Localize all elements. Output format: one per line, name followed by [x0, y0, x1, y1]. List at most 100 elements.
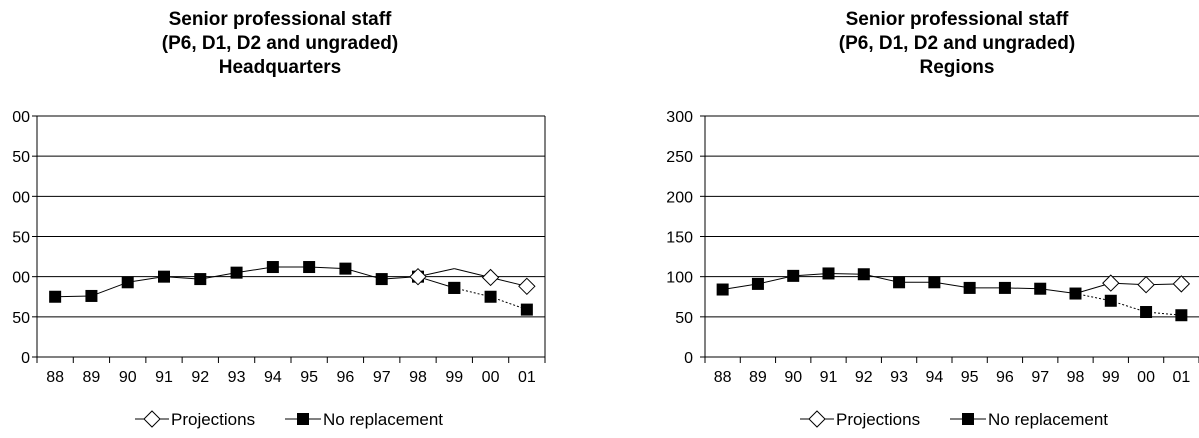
projections-point — [1137, 275, 1155, 294]
legend-no-replacement-label: No replacement — [323, 410, 443, 429]
x-tick-label: 94 — [264, 369, 282, 386]
y-tick-label: 150 — [666, 230, 693, 247]
legend-square-icon — [962, 413, 974, 425]
no-replacement-point — [339, 262, 352, 275]
no-replacement-point — [1069, 287, 1082, 300]
no-replacement-point — [822, 267, 835, 280]
x-tick-label: 00 — [1137, 369, 1155, 386]
x-tick-label: 93 — [228, 369, 246, 386]
projections-point — [481, 268, 500, 287]
x-tick-label: 99 — [445, 369, 463, 386]
no-replacement-point — [375, 273, 388, 286]
x-tick-label: 92 — [855, 369, 873, 386]
y-tick-label: 00 — [12, 270, 30, 287]
x-tick-label: 88 — [714, 369, 732, 386]
x-tick-label: 95 — [961, 369, 979, 386]
x-tick-label: 89 — [749, 369, 767, 386]
y-tick-label: 50 — [12, 149, 30, 166]
no-replacement-line-segment — [163, 276, 201, 280]
chart-title-line: Senior professional staff — [169, 9, 392, 30]
no-replacement-line-segment — [127, 276, 165, 283]
x-tick-label: 91 — [820, 369, 838, 386]
projections-point — [409, 267, 427, 286]
legend-no-replacement-label: No replacement — [988, 410, 1108, 429]
chart-title-line: Headquarters — [219, 57, 342, 78]
chart-1: Senior professional staff (P6, D1, D2 and… — [666, 9, 1199, 429]
no-replacement-line-segment — [55, 295, 92, 298]
legend-diamond-icon — [808, 410, 826, 428]
no-replacement-point — [49, 290, 62, 303]
no-replacement-point — [448, 281, 461, 294]
x-tick-label: 00 — [482, 369, 500, 386]
no-replacement-point — [1034, 282, 1047, 295]
projections-point — [518, 277, 536, 296]
x-tick-label: 91 — [155, 369, 173, 386]
no-replacement-line-segment — [236, 266, 273, 274]
no-replacement-point — [716, 283, 729, 296]
y-tick-label: 300 — [666, 109, 693, 126]
x-tick-label: 93 — [890, 369, 908, 386]
no-replacement-line-segment — [309, 266, 346, 270]
x-tick-label: 96 — [996, 369, 1014, 386]
no-replacement-line-segment — [345, 268, 382, 280]
no-replacement-point — [230, 266, 243, 279]
x-tick-label: 99 — [1102, 369, 1120, 386]
no-replacement-point — [963, 281, 976, 294]
chart-title-line: Regions — [920, 57, 995, 78]
x-tick-label: 97 — [1031, 369, 1049, 386]
no-replacement-point — [484, 290, 497, 303]
x-tick-label: 92 — [191, 369, 209, 386]
y-tick-label: 200 — [666, 189, 693, 206]
x-tick-label: 90 — [119, 369, 137, 386]
y-tick-label: 250 — [666, 149, 693, 166]
no-replacement-point — [1140, 306, 1153, 319]
x-tick-label: 97 — [373, 369, 391, 386]
x-tick-label: 94 — [925, 369, 943, 386]
y-tick-label: 50 — [675, 310, 693, 327]
no-replacement-line-segment — [91, 281, 128, 297]
x-tick-label: 98 — [409, 369, 427, 386]
chart-0: Senior professional staff (P6, D1, D2 and… — [12, 9, 546, 429]
y-tick-label: 00 — [12, 109, 30, 126]
chart-title-line: (P6, D1, D2 and ungraded) — [839, 33, 1075, 54]
x-tick-label: 01 — [518, 369, 536, 386]
no-replacement-point — [194, 273, 207, 286]
no-replacement-point — [893, 276, 906, 289]
x-tick-label: 96 — [337, 369, 355, 386]
projections-point — [1172, 275, 1191, 293]
x-tick-label: 89 — [83, 369, 101, 386]
no-replacement-point — [158, 270, 170, 283]
no-replacement-point — [751, 277, 764, 290]
no-replacement-point — [266, 261, 279, 274]
x-tick-label: 88 — [46, 369, 64, 386]
y-tick-label: 100 — [666, 270, 693, 287]
no-replacement-point — [121, 276, 134, 289]
legend-projections-label: Projections — [836, 410, 920, 429]
x-tick-label: 90 — [784, 369, 802, 386]
chart-title-line: Senior professional staff — [846, 9, 1069, 30]
x-tick-label: 98 — [1067, 369, 1085, 386]
no-replacement-point — [857, 268, 870, 281]
no-replacement-line-segment — [200, 272, 237, 280]
y-tick-label: 50 — [12, 310, 30, 327]
projections-point — [1102, 274, 1120, 292]
x-tick-label: 01 — [1172, 369, 1190, 386]
legend-projections-label: Projections — [171, 410, 255, 429]
no-replacement-point — [520, 303, 533, 316]
no-replacement-point — [1104, 294, 1117, 307]
y-tick-label: 0 — [684, 350, 693, 367]
x-tick-label: 95 — [300, 369, 318, 386]
no-replacement-point — [998, 281, 1011, 294]
no-replacement-line-segment — [490, 296, 528, 311]
chart-title-line: (P6, D1, D2 and ungraded) — [162, 33, 398, 54]
no-replacement-point — [303, 261, 316, 274]
legend-square-icon — [297, 413, 309, 425]
y-tick-label: 0 — [21, 350, 30, 367]
no-replacement-point — [928, 276, 941, 289]
y-tick-label: 50 — [12, 230, 30, 247]
legend-diamond-icon — [143, 410, 161, 428]
y-tick-label: 00 — [12, 189, 30, 206]
no-replacement-point — [787, 269, 800, 282]
no-replacement-point — [1175, 309, 1188, 322]
